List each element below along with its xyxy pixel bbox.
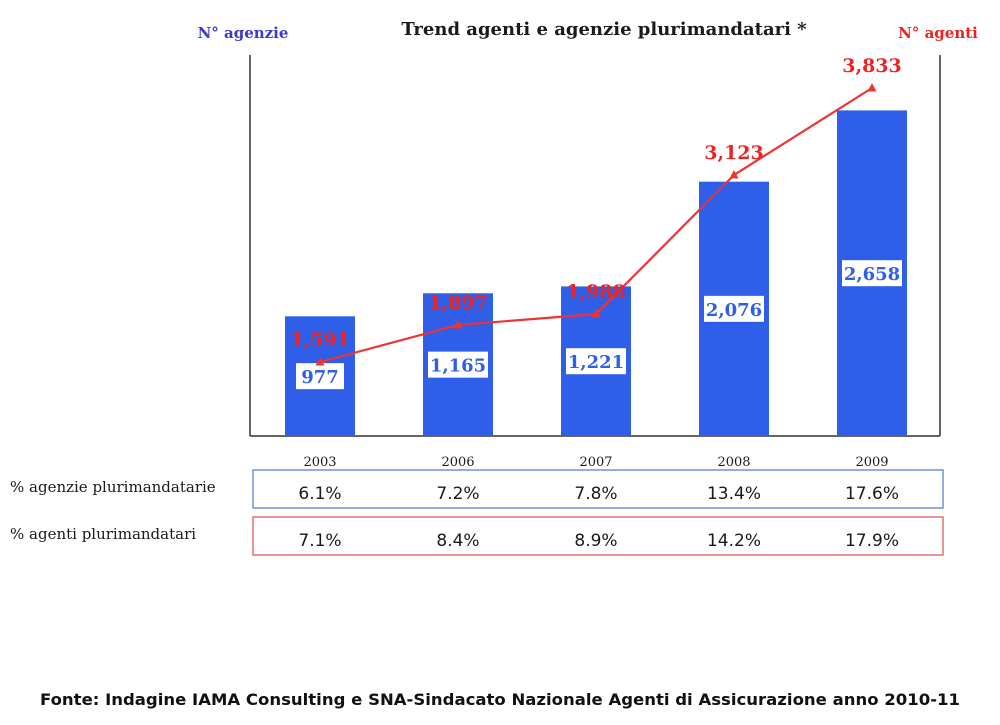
table-cell-1-2003: 7.1% <box>298 531 341 551</box>
table-cell-1-2009: 17.9% <box>845 531 899 551</box>
x-tick-2009: 2009 <box>855 455 888 470</box>
line-layer: 1,591 1,897 1,988 3,123 3,833 <box>290 55 902 366</box>
right-axis-label: N° agenti <box>898 24 978 42</box>
table-row-label-0: % agenzie plurimandatarie <box>10 478 216 496</box>
table-cell-1-2006: 8.4% <box>436 531 479 551</box>
agents-value-label-2003: 1,591 <box>290 329 350 351</box>
table-cell-1-2008: 14.2% <box>707 531 761 551</box>
chart-title: Trend agenti e agenzie plurimandatari * <box>401 19 807 40</box>
agents-point-2003 <box>315 357 325 366</box>
x-tick-2008: 2008 <box>717 455 750 470</box>
bar-value-label-2006: 1,165 <box>430 356 486 377</box>
x-tick-2003: 2003 <box>303 455 336 470</box>
bar-value-label-2007: 1,221 <box>568 352 624 373</box>
table-row-box-1 <box>252 516 944 556</box>
bar-value-label-2009: 2,658 <box>844 264 900 285</box>
table-row-label-1: % agenti plurimandatari <box>10 525 196 543</box>
source-footer: Fonte: Indagine IAMA Consulting e SNA-Si… <box>40 690 960 709</box>
agents-point-2007 <box>591 309 601 318</box>
x-tick-2006: 2006 <box>441 455 474 470</box>
bar-label-box-2007 <box>566 348 626 375</box>
bar-value-label-2003: 977 <box>301 367 339 388</box>
bar-label-box-2006 <box>428 351 488 378</box>
agents-point-2008 <box>729 170 739 179</box>
agents-point-2006 <box>453 320 463 329</box>
x-tick-labels: 2003 2006 2007 2008 2009 <box>303 455 888 470</box>
agents-value-label-2009: 3,833 <box>842 55 902 77</box>
agents-point-2009 <box>867 83 877 92</box>
table-cell-0-2006: 7.2% <box>436 484 479 504</box>
table-cell-0-2007: 7.8% <box>574 484 617 504</box>
table-cell-1-2007: 8.9% <box>574 531 617 551</box>
agents-value-label-2008: 3,123 <box>704 142 764 164</box>
table-cell-0-2008: 13.4% <box>707 484 761 504</box>
bar-label-box-2009 <box>842 260 902 287</box>
agents-value-label-2007: 1,988 <box>566 281 626 303</box>
data-table: % agenzie plurimandatarie 6.1% 7.2% 7.8% 13.… <box>10 469 944 556</box>
x-tick-2007: 2007 <box>579 455 612 470</box>
table-cell-0-2003: 6.1% <box>298 484 341 504</box>
agents-value-label-2006: 1,897 <box>428 292 488 314</box>
bar-value-label-2008: 2,076 <box>706 300 762 321</box>
table-cell-0-2009: 17.6% <box>845 484 899 504</box>
bars-layer: 977 1,165 1,221 2,076 2,658 <box>285 110 907 437</box>
left-axis-label: N° agenzie <box>198 24 289 42</box>
table-row-box-0 <box>252 469 944 509</box>
bar-label-box-2008 <box>704 295 764 322</box>
bar-label-box-2003 <box>296 363 344 390</box>
